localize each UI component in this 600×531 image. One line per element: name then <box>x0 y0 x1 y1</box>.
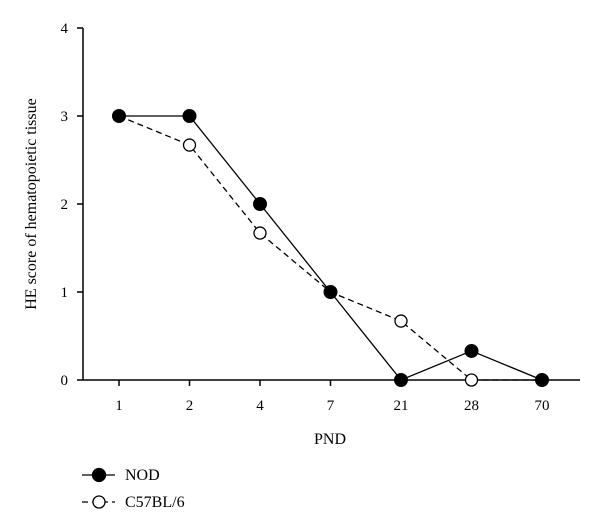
data-point <box>464 373 479 387</box>
data-point <box>394 314 408 328</box>
legend: NOD C57BL/6 <box>82 467 185 511</box>
series-line <box>118 115 542 381</box>
x-tick-label: 70 <box>535 398 550 414</box>
data-point <box>323 285 338 299</box>
legend-marker <box>92 495 106 509</box>
legend-item: C57BL/6 <box>82 494 185 511</box>
x-tick-label: 2 <box>186 398 194 414</box>
y-axis-label: HE score of hematopoietic tissue <box>23 98 40 310</box>
legend-label: C57BL/6 <box>125 494 185 511</box>
data-point <box>253 197 267 211</box>
legend-label: NOD <box>125 467 160 484</box>
series-nod <box>112 109 549 387</box>
data-point <box>112 109 126 123</box>
x-tick-label: 4 <box>256 398 264 414</box>
x-tick-label: 28 <box>464 398 479 414</box>
series-line <box>119 115 543 381</box>
legend-item: NOD <box>82 467 160 484</box>
data-point <box>253 226 267 240</box>
series-c57bl-6 <box>112 109 549 387</box>
data-point <box>464 343 479 358</box>
x-tick-label: 21 <box>394 398 409 414</box>
data-point <box>535 373 549 387</box>
y-tick-label: 2 <box>61 197 69 213</box>
series-layer <box>112 109 549 387</box>
y-tick-label: 3 <box>61 109 69 125</box>
x-tick-label: 7 <box>327 398 335 414</box>
legend-marker <box>91 467 107 483</box>
data-point <box>394 373 408 387</box>
y-tick-label: 0 <box>61 373 69 389</box>
data-point <box>182 138 197 152</box>
y-ticks: 0 1 2 3 4 <box>61 21 83 389</box>
axes <box>82 28 580 381</box>
x-axis-label: PND <box>314 431 346 448</box>
data-point <box>182 109 197 123</box>
y-tick-label: 4 <box>61 21 69 37</box>
x-tick-label: 1 <box>115 398 123 414</box>
x-ticks: 1 2 4 7 21 28 70 <box>115 380 550 414</box>
y-tick-label: 1 <box>61 285 69 301</box>
